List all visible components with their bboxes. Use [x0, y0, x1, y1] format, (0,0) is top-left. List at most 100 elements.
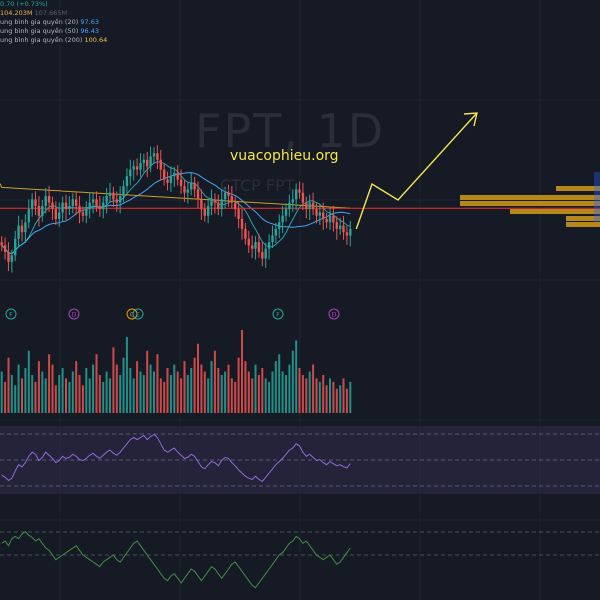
volume-bar	[78, 375, 81, 413]
volume-bar	[129, 368, 132, 413]
candle-body	[342, 225, 345, 233]
rsi-line	[1, 433, 351, 483]
volume-bar	[136, 361, 139, 413]
volume-bar	[81, 385, 84, 413]
volume-bar	[197, 343, 199, 413]
candle-body	[325, 219, 328, 223]
volume-bar	[142, 375, 145, 413]
volume-bar	[193, 357, 196, 413]
volume-bar	[295, 340, 298, 413]
candle-body	[139, 163, 142, 170]
volume-bar	[139, 371, 142, 413]
candle-body	[20, 225, 24, 233]
candle-body	[149, 156, 152, 167]
candle-body	[47, 196, 51, 203]
event-marker-label: C	[130, 312, 134, 319]
volume-profile-bar	[460, 201, 600, 206]
volume-bar	[173, 364, 176, 413]
volume-bar	[254, 364, 257, 413]
candle-body	[179, 179, 183, 187]
volume-bar	[271, 371, 274, 413]
candle-body	[190, 182, 193, 190]
candle-body	[200, 199, 203, 210]
volume-bar	[237, 357, 240, 413]
candle-body	[88, 202, 91, 210]
candle-body	[64, 202, 68, 210]
volume-bar	[227, 364, 230, 413]
candle-body	[261, 252, 264, 259]
volume-bar	[105, 371, 108, 413]
volume-bar	[342, 378, 345, 413]
volume-bar	[75, 361, 78, 413]
candle-body	[318, 212, 321, 216]
candle-body	[68, 205, 71, 210]
candle-body	[210, 199, 213, 206]
candle-body	[7, 252, 10, 262]
candle-body	[257, 242, 261, 252]
volume-bar	[288, 364, 291, 413]
candle-body	[61, 202, 64, 213]
volume-bar	[220, 375, 223, 413]
candle-body	[71, 199, 74, 206]
event-marker-label: E	[136, 312, 140, 319]
volume-bar	[274, 361, 277, 413]
volume-bar	[61, 368, 64, 413]
candle-body	[230, 196, 233, 203]
oscillator-line	[1, 531, 351, 589]
candle-body	[0, 242, 3, 246]
candle-body	[335, 222, 338, 229]
legend-volume-extra: 107.665M	[34, 9, 68, 17]
candle-body	[10, 255, 13, 262]
legend-ma20-value: 97.63	[80, 18, 99, 26]
volume-bar	[308, 371, 311, 413]
candle-body	[267, 242, 271, 249]
candle-body	[108, 192, 112, 196]
event-marker-icon	[68, 308, 80, 320]
legend-ma200-value: 100.64	[84, 36, 108, 44]
volume-bar	[322, 375, 325, 413]
volume-bar	[0, 371, 3, 413]
candle-body	[247, 238, 250, 246]
candle-body	[332, 215, 335, 223]
volume-profile-bar	[566, 216, 600, 221]
volume-bar	[261, 368, 264, 413]
event-marker-icon	[132, 308, 144, 320]
candle-body	[24, 222, 27, 233]
volume-bar	[247, 371, 250, 413]
volume-bar	[153, 371, 155, 413]
volume-bar	[51, 364, 54, 413]
candle-body	[234, 202, 237, 210]
candle-body	[254, 242, 257, 249]
candle-body	[349, 228, 352, 236]
candle-body	[34, 199, 37, 206]
volume-bar	[163, 381, 166, 413]
volume-bar	[31, 375, 34, 413]
candle-body	[223, 192, 227, 200]
volume-bar	[180, 378, 183, 413]
ma20-line	[1, 172, 351, 255]
volume-bar	[44, 378, 47, 413]
candle-body	[163, 169, 166, 180]
legend-ma50-value: 96.43	[80, 27, 99, 35]
volume-bar	[159, 378, 162, 413]
candle-body	[176, 172, 179, 180]
volume-profile-edge	[594, 172, 600, 222]
volume-bar	[285, 375, 287, 413]
ma200-line	[0, 183, 351, 209]
candle-body	[146, 159, 149, 167]
volume-bar	[315, 378, 318, 413]
candle-body	[301, 192, 305, 203]
volume-bar	[119, 375, 122, 413]
legend-ma20-label: ung bình gia quyền (20)	[0, 18, 79, 26]
candle-body	[322, 212, 325, 219]
candle-body	[54, 209, 57, 219]
candle-body	[295, 189, 298, 200]
volume-bar	[210, 361, 213, 413]
volume-bar	[207, 378, 210, 413]
legend-volume: 104.203M	[0, 9, 33, 17]
volume-bar	[10, 375, 13, 413]
candle-body	[125, 176, 129, 187]
volume-bar	[17, 364, 20, 413]
volume-bar	[268, 381, 271, 413]
